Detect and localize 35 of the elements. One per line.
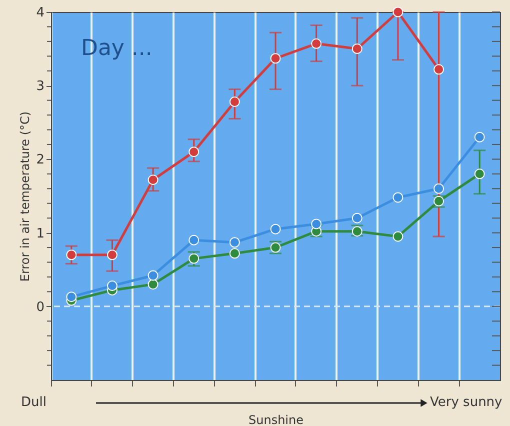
point	[352, 44, 362, 54]
point	[66, 292, 77, 302]
point	[434, 183, 444, 194]
point	[474, 132, 485, 142]
point	[392, 192, 404, 203]
point	[392, 6, 404, 18]
point	[311, 38, 322, 49]
point	[229, 248, 240, 259]
text: Very sunny	[430, 395, 503, 410]
x-axis-title: Sunshine	[248, 413, 304, 426]
point	[66, 250, 77, 260]
point	[311, 218, 322, 230]
text: Dull	[21, 395, 46, 410]
point	[148, 270, 158, 281]
point	[188, 253, 200, 264]
y-axis-title: Error in air temperature (°C)	[18, 111, 32, 282]
point	[352, 212, 362, 224]
point	[474, 168, 485, 180]
point	[434, 64, 444, 75]
point	[270, 224, 281, 234]
y-tick-label: 4	[36, 6, 44, 20]
point	[106, 250, 118, 260]
point	[188, 234, 200, 246]
y-tick-label: 3	[36, 79, 44, 94]
point	[229, 96, 240, 108]
point	[106, 280, 118, 292]
y-tick-label: 0	[36, 300, 44, 315]
y-tick-label: 2	[36, 152, 44, 168]
point	[148, 279, 158, 290]
point	[229, 237, 240, 248]
point	[148, 174, 158, 186]
point	[188, 146, 200, 158]
point	[270, 53, 281, 64]
y-tick-label: 1	[36, 226, 44, 242]
point	[392, 231, 404, 242]
